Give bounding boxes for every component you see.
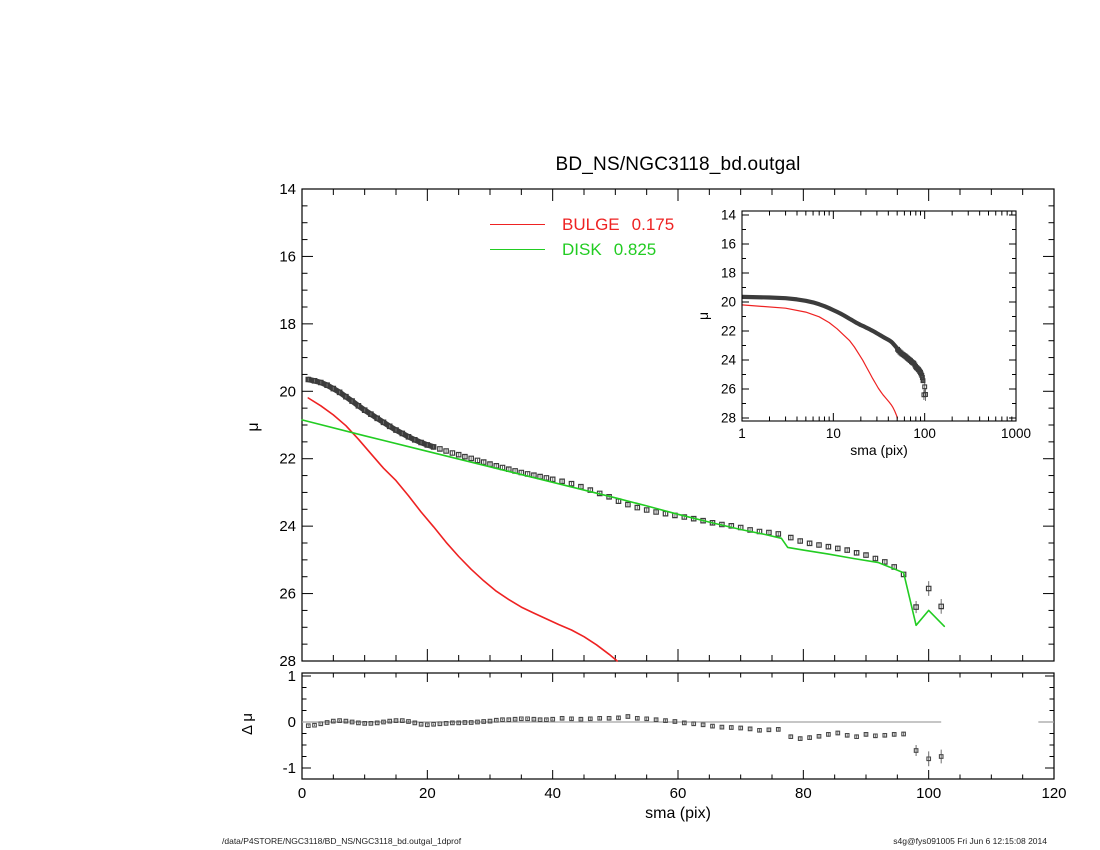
residual-errorbars xyxy=(307,715,942,767)
main-y-tick-label: 24 xyxy=(279,518,296,535)
inset-x-tick-label: 1 xyxy=(738,426,746,441)
residual-x-tick-label: 60 xyxy=(670,785,687,802)
legend-item-disk: DISK 0.825 xyxy=(490,237,674,262)
residual-points xyxy=(305,714,944,762)
inset-y-tick-label: 16 xyxy=(721,237,736,252)
footer-file-path: /data/P4STORE/NGC3118/BD_NS/NGC3118_bd.o… xyxy=(222,836,462,846)
disk-line-swatch xyxy=(490,249,545,250)
residual-x-tick-label: 40 xyxy=(544,785,561,802)
main-y-tick-label: 20 xyxy=(279,383,296,400)
inset-curves xyxy=(742,294,928,419)
inset-data-points xyxy=(895,346,928,398)
main-y-tick-label: 26 xyxy=(279,586,296,603)
inset-y-tick-label: 18 xyxy=(721,266,736,281)
residual-x-tick-label: 120 xyxy=(1041,785,1066,802)
main-x-axis-label: sma (pix) xyxy=(645,805,711,822)
bulge-line-swatch xyxy=(490,224,545,225)
inset-y-tick-label: 20 xyxy=(721,295,736,310)
disk-line xyxy=(301,419,946,628)
residual-x-tick-label: 80 xyxy=(795,785,812,802)
inset-x-tick-label: 100 xyxy=(913,426,936,441)
inset-y-tick-label: 28 xyxy=(721,411,736,426)
inset-y-tick-label: 14 xyxy=(721,208,737,223)
main-y-tick-label: 22 xyxy=(279,451,296,468)
inset-bulge-line xyxy=(742,304,899,419)
main-y-axis-label: μ xyxy=(245,422,262,431)
inset-y-tick-label: 26 xyxy=(721,382,736,397)
residual-x-tick-label: 100 xyxy=(916,785,941,802)
inset-y-tick-label: 24 xyxy=(721,353,737,368)
legend-label-disk: DISK xyxy=(562,239,602,259)
inset-bg xyxy=(742,211,1016,421)
main-y-tick-label: 14 xyxy=(279,181,296,198)
inset-x-tick-label: 1000 xyxy=(1001,426,1031,441)
residual-x-tick-label: 20 xyxy=(419,785,436,802)
main-y-tick-label: 18 xyxy=(279,316,296,333)
legend-fraction-disk: 0.825 xyxy=(613,239,657,259)
inset-y-axis-label: μ xyxy=(695,312,711,320)
legend-fraction-bulge: 0.175 xyxy=(631,214,675,234)
residual-x-tick-label: 0 xyxy=(298,785,306,802)
main-y-tick-label: 28 xyxy=(279,653,296,670)
inset-y-tick-label: 22 xyxy=(721,324,736,339)
footer-user-timestamp: s4g@fys091005 Fri Jun 6 12:15:08 2014 xyxy=(893,836,1047,846)
residual-y-axis-label: Δ μ xyxy=(239,713,256,735)
inset-x-tick-label: 10 xyxy=(826,426,841,441)
residual-y-tick-label: 1 xyxy=(288,668,296,685)
bulge-line xyxy=(307,397,619,662)
legend-item-bulge: BULGE 0.175 xyxy=(490,212,674,237)
legend: BULGE 0.175 DISK 0.825 xyxy=(490,212,674,262)
plot-title: BD_NS/NGC3118_bd.outgal xyxy=(555,154,801,175)
residual-y-tick-label: 0 xyxy=(288,714,296,731)
residual-y-tick-label: -1 xyxy=(283,760,296,777)
main-y-tick-label: 16 xyxy=(279,248,296,265)
inset-x-axis-label: sma (pix) xyxy=(850,442,908,458)
legend-label-bulge: BULGE xyxy=(562,214,620,234)
